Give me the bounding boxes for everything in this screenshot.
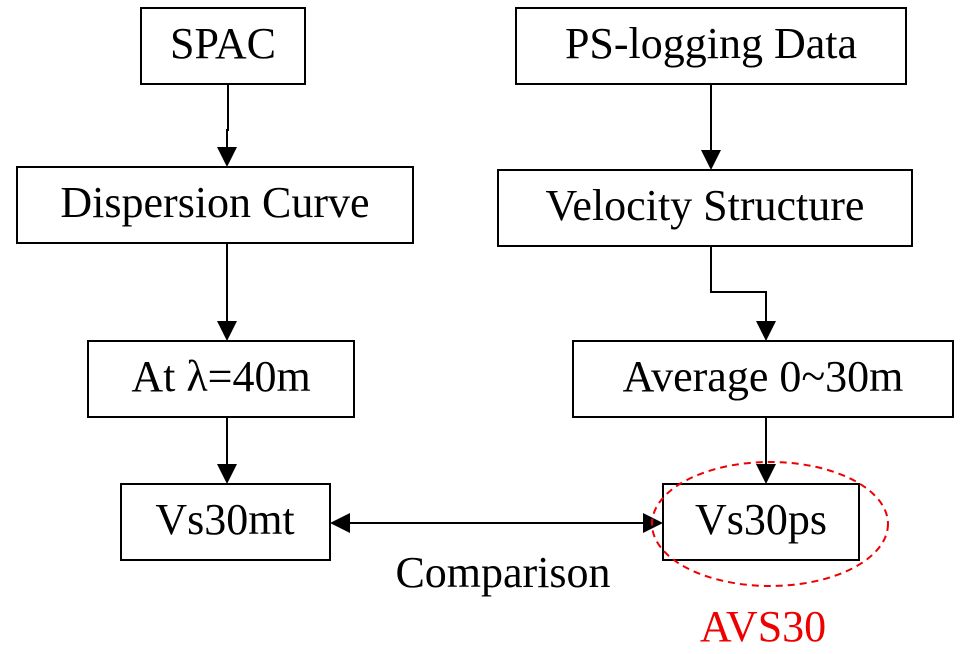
edge-label: Comparison (395, 548, 610, 597)
box (16, 166, 414, 244)
node-label: Vs30ps (695, 495, 827, 544)
node-label: SPAC (170, 19, 276, 68)
arrow (217, 84, 237, 167)
arrow (710, 246, 776, 341)
box (140, 7, 306, 85)
box (572, 340, 954, 418)
highlight-ellipse (651, 461, 889, 587)
node-label: At λ=40m (131, 352, 310, 401)
annotation: AVS30 (700, 602, 826, 651)
node-label: Vs30mt (155, 495, 294, 544)
box (497, 169, 913, 247)
box (87, 340, 355, 418)
box (662, 483, 860, 561)
node-label: Average 0~30m (623, 352, 904, 401)
node-label: Dispersion Curve (60, 178, 369, 227)
node-label: PS-logging Data (565, 19, 857, 68)
node-label: Velocity Structure (546, 181, 865, 230)
